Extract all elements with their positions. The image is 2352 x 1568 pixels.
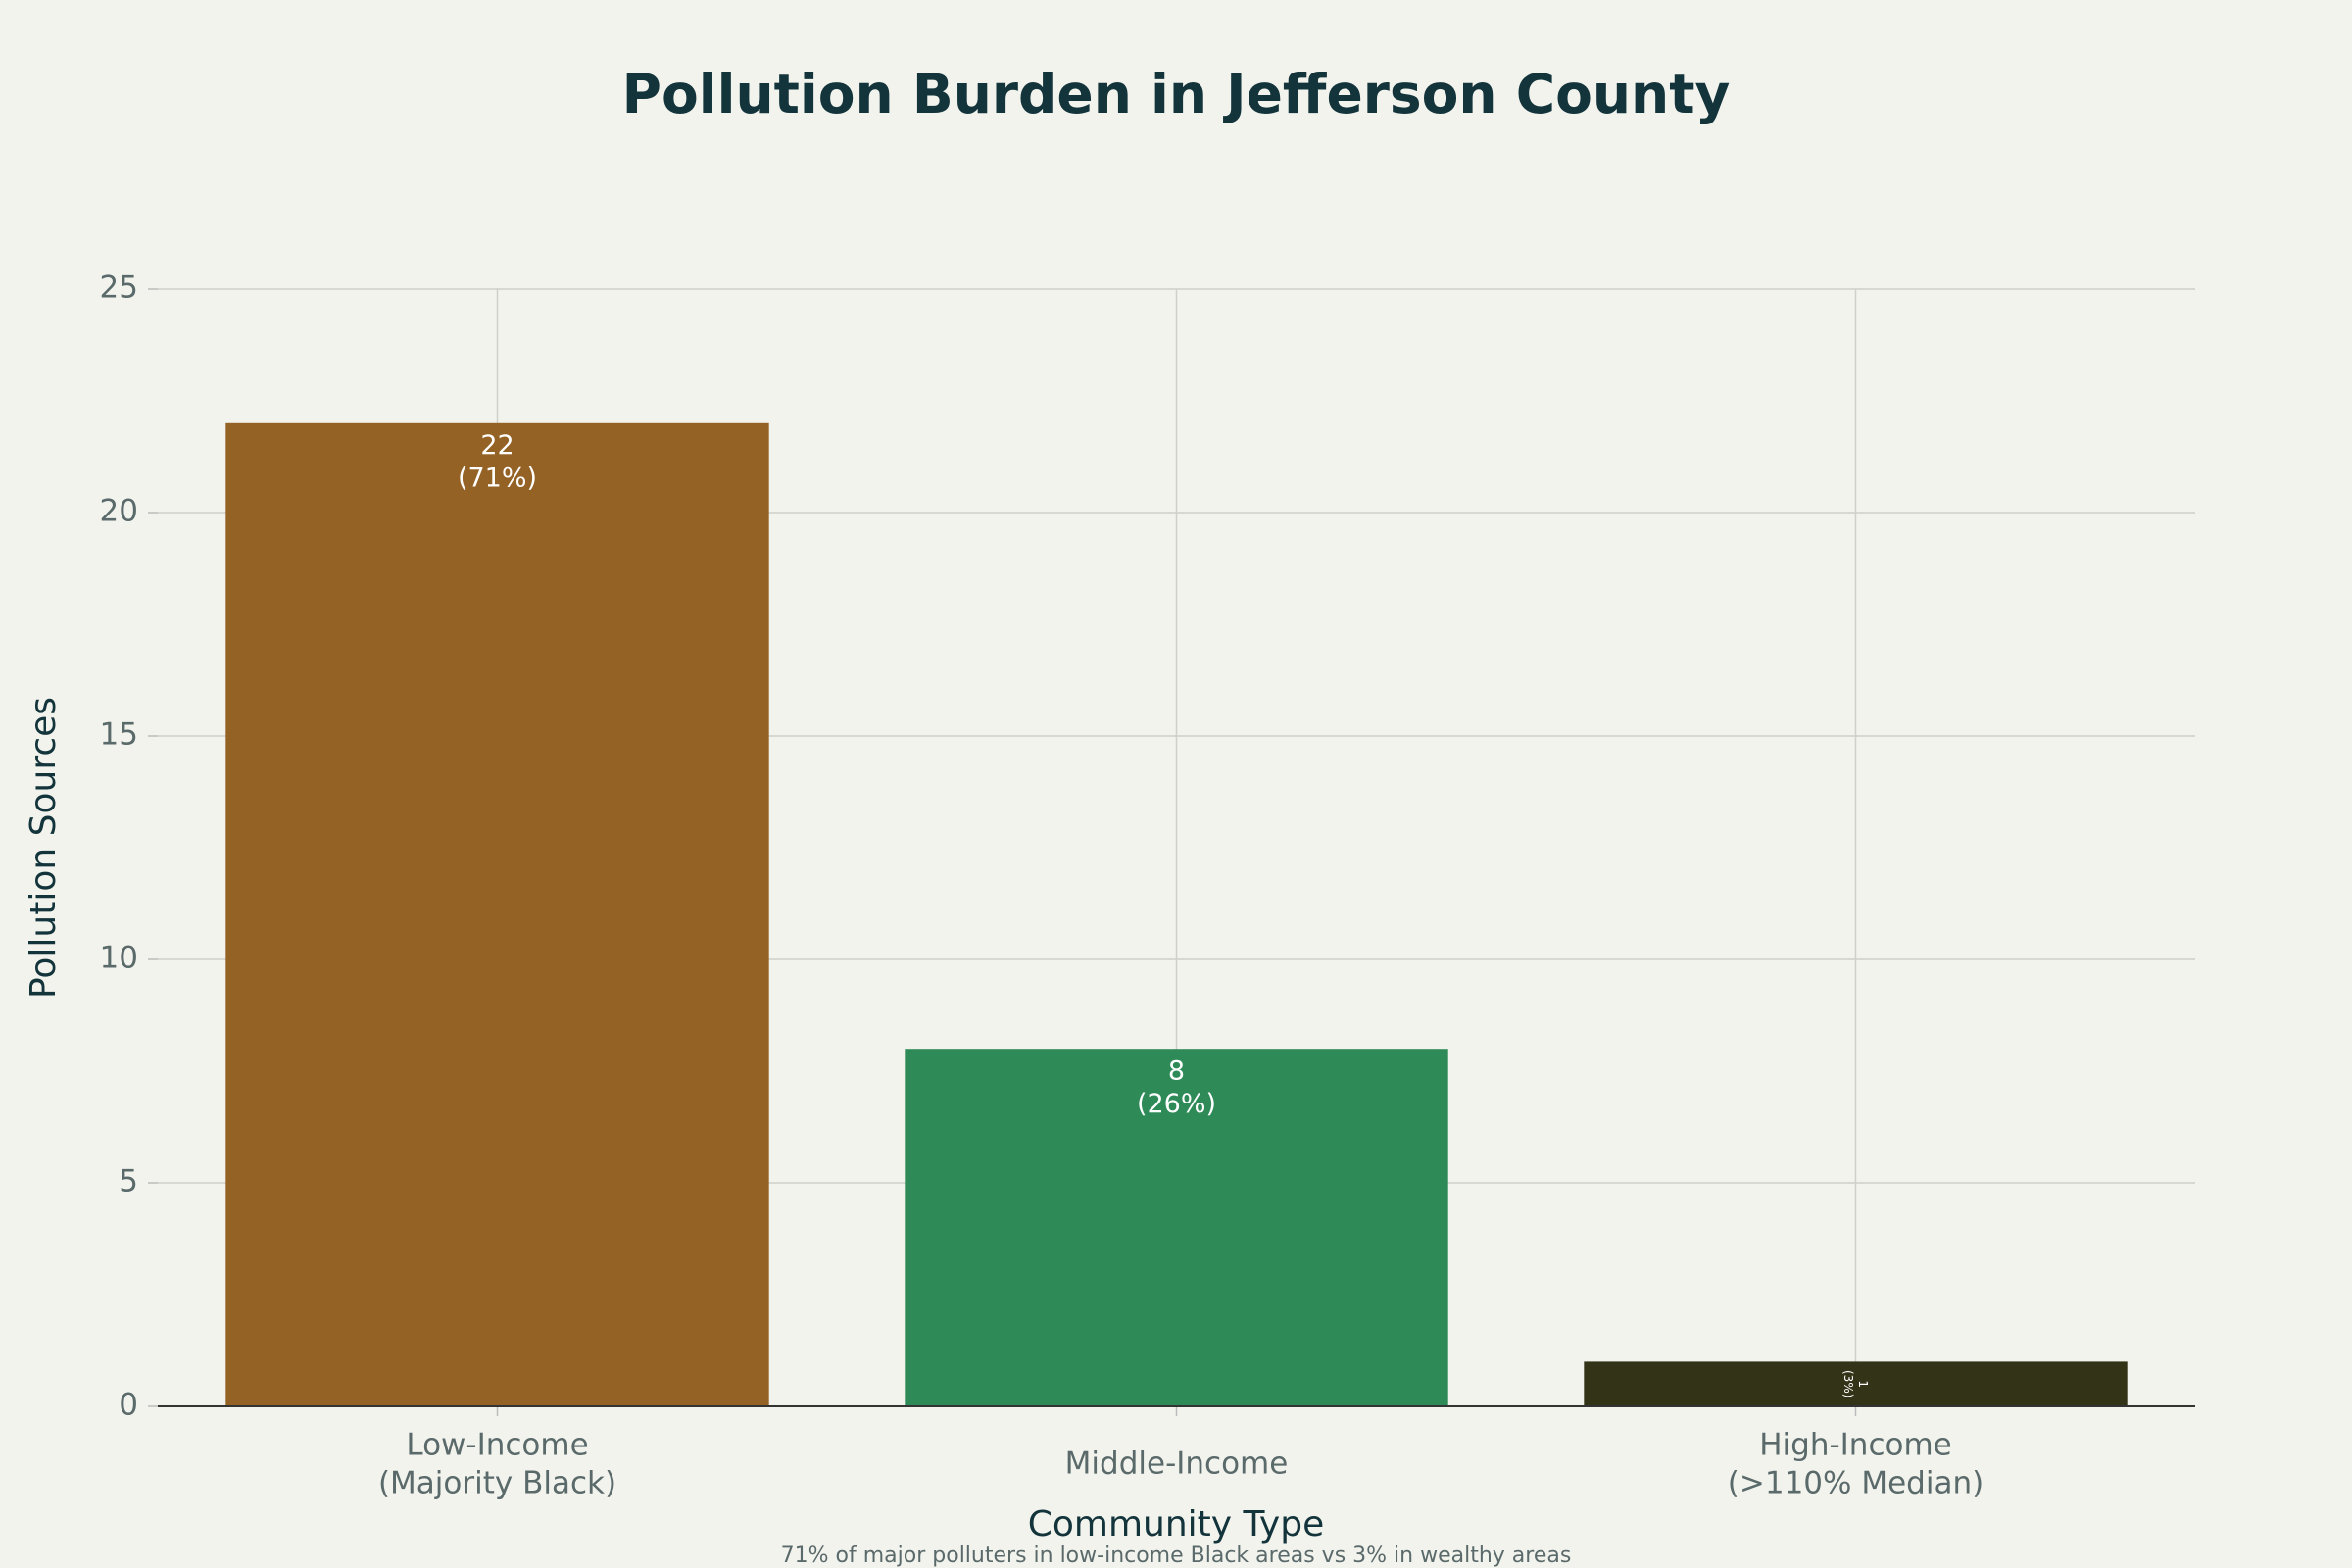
y-tick-label: 5 <box>119 1164 138 1200</box>
y-tick-label: 20 <box>100 494 138 529</box>
y-tick-label: 15 <box>100 717 138 753</box>
y-tick-label: 25 <box>100 270 138 306</box>
x-tick-label: Middle-Income <box>1065 1446 1289 1482</box>
value-label: 8 (26%) <box>1137 1055 1216 1119</box>
annotation: 71% of major polluters in low-income Bla… <box>781 1544 1572 1568</box>
value-label: 22 (71%) <box>458 429 537 493</box>
bar <box>225 422 769 1406</box>
value-label: 1(3%) <box>1842 1370 1871 1397</box>
bar <box>1584 1361 2128 1406</box>
bar <box>905 1049 1448 1406</box>
chart-title: Pollution Burden in Jefferson County <box>622 63 1731 125</box>
x-tick-label: High-Income (>110% Median) <box>1728 1427 1984 1500</box>
y-axis-title: Pollution Sources <box>24 697 64 999</box>
y-tick-label: 0 <box>119 1388 138 1423</box>
x-axis-title: Community Type <box>1028 1504 1324 1544</box>
x-tick-label: Low-Income (Majority Black) <box>378 1427 616 1500</box>
y-tick-label: 10 <box>100 941 138 976</box>
